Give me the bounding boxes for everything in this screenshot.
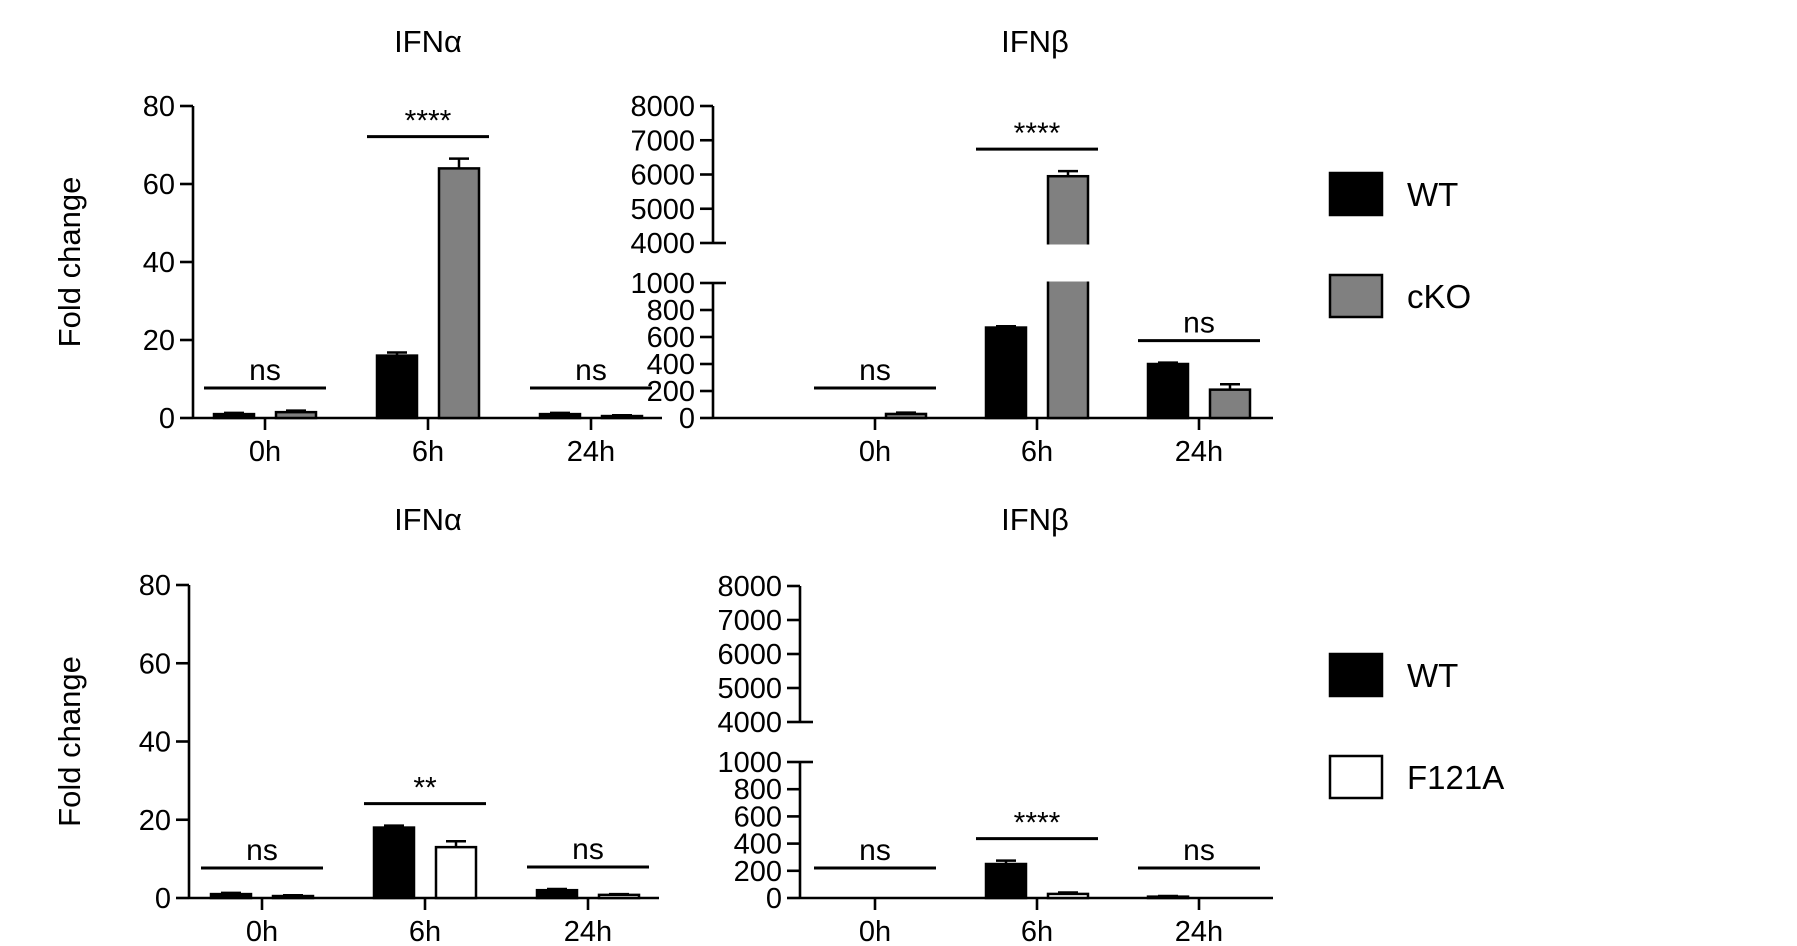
legend-label-wt: WT (1407, 657, 1458, 694)
significance-label: ns (1183, 307, 1215, 340)
chart-panel-1: IFNα Fold change 0 20 40 60 80 0h ns 6h **** 24h ns (52, 24, 662, 468)
y-axis-label: Fold change (52, 177, 87, 348)
x-category-label: 0h (246, 916, 278, 946)
x-category-label: 6h (1021, 916, 1053, 946)
x-category-label: 0h (249, 436, 281, 468)
y-tick-label: 6000 (717, 639, 782, 671)
y-tick-label: 6000 (630, 160, 695, 192)
legend-label-cko: cKO (1407, 278, 1471, 315)
bar-wt-24h (1146, 362, 1190, 420)
bar-wt-0h (212, 412, 256, 420)
bar-wt-0h (209, 892, 253, 900)
significance-label: ns (575, 354, 607, 387)
legend-swatch-cko (1328, 273, 1384, 319)
x-category-label: 24h (564, 916, 612, 946)
legend-swatch-wt (1328, 652, 1384, 698)
bar-wt-24h (535, 888, 579, 900)
significance-label: ns (249, 354, 281, 387)
x-category-label: 6h (412, 436, 444, 468)
legend-1: WT cKO (1328, 171, 1471, 319)
significance-label: ns (859, 354, 891, 387)
significance-label: **** (405, 105, 452, 138)
x-category-label: 6h (1021, 436, 1053, 468)
y-tick-label: 80 (139, 570, 171, 602)
legend-swatch-wt (1328, 171, 1384, 217)
legend-swatch-f121a (1328, 754, 1384, 800)
y-tick-label: 0 (679, 403, 695, 435)
bar-cko-24h (1208, 388, 1252, 420)
bar-wt-6h (375, 354, 419, 420)
chart-title: IFNα (394, 24, 462, 59)
y-tick-label: 4000 (630, 228, 695, 260)
y-tick-label: 1000 (630, 268, 695, 300)
chart-title: IFNβ (1001, 502, 1069, 537)
y-tick-label: 8000 (717, 571, 782, 603)
legend-2: WT F121A (1328, 652, 1504, 800)
chart-title: IFNα (394, 502, 462, 537)
bar-f121a-24h (597, 893, 641, 900)
y-tick-label: 20 (139, 805, 171, 837)
y-tick-label: 7000 (630, 125, 695, 157)
bar-cko-0h (274, 410, 318, 420)
legend-label-f121a: F121A (1407, 759, 1504, 796)
x-category-label: 24h (1175, 436, 1223, 468)
x-category-label: 6h (409, 916, 441, 946)
y-tick-label: 40 (139, 727, 171, 759)
bar-cko-6h (437, 167, 481, 420)
y-tick-label: 7000 (717, 605, 782, 637)
significance-label: ns (859, 834, 891, 867)
bar-cko-0h (884, 412, 928, 420)
y-tick-label: 4000 (717, 707, 782, 739)
bar-wt-6h (984, 862, 1028, 900)
bar-f121a-6h (434, 845, 478, 900)
x-category-label: 0h (859, 916, 891, 946)
x-category-label: 24h (1175, 916, 1223, 946)
y-tick-label: 800 (647, 295, 695, 327)
y-tick-label: 1000 (717, 747, 782, 779)
chart-panel-3: IFNα Fold change 0 20 40 60 80 0h ns 6h ** 24h ns (52, 502, 659, 946)
bar-f121a-6h (1046, 892, 1090, 900)
y-tick-label: 200 (734, 856, 782, 888)
y-tick-label: 5000 (717, 673, 782, 705)
y-axis-label: Fold change (52, 656, 87, 827)
y-tick-label: 40 (143, 247, 175, 279)
legend-label-wt: WT (1407, 176, 1458, 213)
chart-title: IFNβ (1001, 24, 1069, 59)
x-category-label: 0h (859, 436, 891, 468)
y-tick-label: 60 (143, 169, 175, 201)
y-tick-label: 600 (734, 801, 782, 833)
significance-label: ns (246, 834, 278, 867)
y-tick-label: 800 (734, 774, 782, 806)
bar-wt-24h (538, 412, 582, 420)
bar-wt-6h (372, 826, 416, 900)
y-tick-label: 20 (143, 325, 175, 357)
y-tick-label: 200 (647, 376, 695, 408)
y-tick-label: 600 (647, 322, 695, 354)
y-tick-label: 8000 (630, 91, 695, 123)
y-tick-label: 0 (766, 883, 782, 915)
bar-cko-6h (1046, 174, 1090, 420)
y-tick-label: 0 (155, 883, 171, 915)
significance-label: ** (413, 772, 437, 805)
significance-label: ns (572, 833, 604, 866)
significance-label: ns (1183, 834, 1215, 867)
significance-label: **** (1014, 117, 1061, 150)
y-tick-label: 400 (647, 349, 695, 381)
bar-wt-6h (984, 326, 1028, 420)
y-tick-label: 80 (143, 91, 175, 123)
y-tick-label: 5000 (630, 194, 695, 226)
x-category-label: 24h (567, 436, 615, 468)
y-tick-label: 0 (159, 403, 175, 435)
y-tick-label: 60 (139, 648, 171, 680)
bar-break-gap (1045, 244, 1091, 282)
significance-label: **** (1014, 807, 1061, 840)
y-tick-label: 400 (734, 829, 782, 861)
